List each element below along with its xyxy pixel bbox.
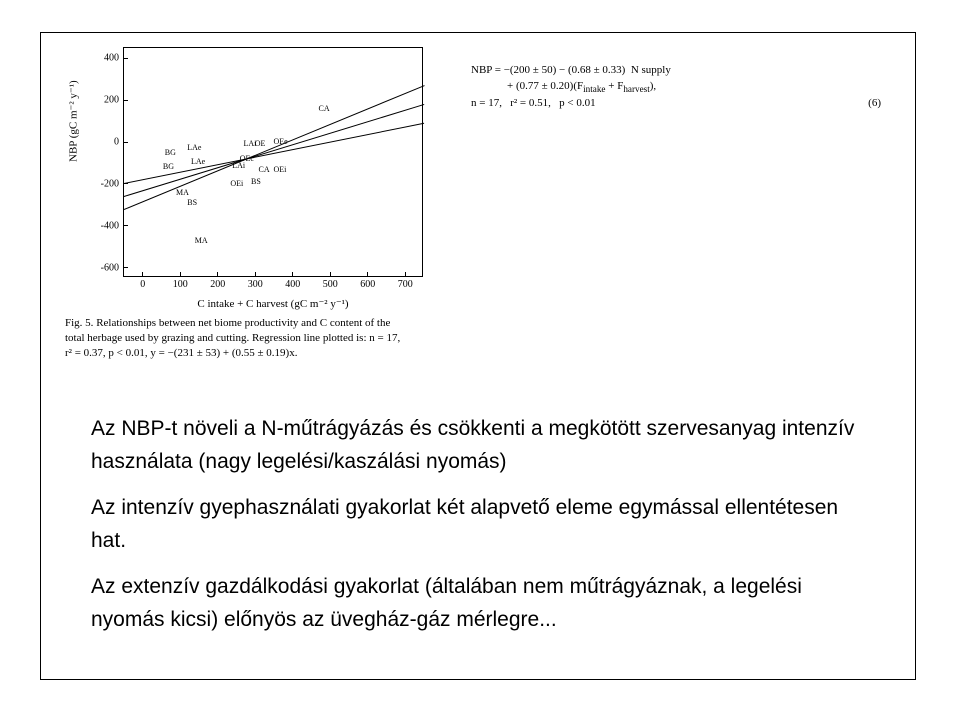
body-para-3: Az extenzív gazdálkodási gyakorlat (álta… <box>91 571 871 636</box>
x-tick-label: 400 <box>285 276 300 290</box>
x-tick-mark <box>180 272 181 276</box>
data-point-label: MA <box>195 236 208 245</box>
x-tick-mark <box>330 272 331 276</box>
y-tick-label: -600 <box>101 262 124 273</box>
eq-line2a: + (0.77 ± 0.20)(F <box>507 80 583 92</box>
y-axis-label: NBP (gC m⁻² y⁻¹) <box>67 80 80 162</box>
x-tick-label: 600 <box>360 276 375 290</box>
x-tick-mark <box>217 272 218 276</box>
data-point-label: LAi <box>232 161 245 170</box>
data-point-label: OEi <box>230 179 243 188</box>
eq-line2c: ), <box>650 80 656 92</box>
y-tick-mark <box>124 58 128 59</box>
data-point-label: CA <box>259 165 270 174</box>
caption-line2: total herbage used by grazing and cuttin… <box>65 332 400 344</box>
slide-frame: NBP (gC m⁻² y⁻¹) -600-400-20002004000100… <box>40 32 916 680</box>
data-point-label: BG <box>163 162 174 171</box>
x-tick-label: 300 <box>248 276 263 290</box>
data-point-label: LAe <box>191 157 205 166</box>
figure-5: NBP (gC m⁻² y⁻¹) -600-400-20002004000100… <box>65 47 445 361</box>
x-tick-label: 0 <box>140 276 145 290</box>
body-para-1: Az NBP-t növeli a N-műtrágyázás és csökk… <box>91 413 871 478</box>
data-point-label: LAe <box>187 143 201 152</box>
y-tick-mark <box>124 225 128 226</box>
data-point-label: BG <box>165 148 176 157</box>
caption-fig-label: Fig. 5. <box>65 317 93 329</box>
x-tick-mark <box>367 272 368 276</box>
data-point-label: CA <box>319 104 330 113</box>
y-tick-label: -400 <box>101 220 124 231</box>
x-tick-label: 700 <box>398 276 413 290</box>
equation-number: (6) <box>848 96 881 112</box>
y-tick-mark <box>124 100 128 101</box>
data-point-label: OEe <box>274 137 288 146</box>
eq-line3: n = 17, r² = 0.51, p < 0.01 <box>471 96 596 112</box>
plot-area: -600-400-2000200400010020030040050060070… <box>123 47 423 277</box>
data-point-label: BS <box>251 177 261 186</box>
eq-line2b: + F <box>605 80 623 92</box>
y-tick-mark <box>124 183 128 184</box>
x-tick-mark <box>255 272 256 276</box>
eq-line1: NBP = −(200 ± 50) − (0.68 ± 0.33) N supp… <box>471 63 671 79</box>
eq-sub2: harvest <box>623 84 649 94</box>
y-tick-label: 200 <box>104 95 124 106</box>
caption-line1: Relationships between net biome producti… <box>96 317 390 329</box>
y-tick-mark <box>124 267 128 268</box>
data-point-label: OEi <box>274 165 287 174</box>
y-tick-label: 0 <box>114 137 124 148</box>
data-point-label: OE <box>255 139 266 148</box>
x-tick-label: 500 <box>323 276 338 290</box>
x-tick-mark <box>405 272 406 276</box>
x-tick-mark <box>292 272 293 276</box>
plot-border: -600-400-2000200400010020030040050060070… <box>123 47 423 277</box>
y-tick-label: 400 <box>104 53 124 64</box>
body-text: Az NBP-t növeli a N-műtrágyázás és csökk… <box>91 413 871 650</box>
x-tick-label: 200 <box>210 276 225 290</box>
body-para-2: Az intenzív gyephasználati gyakorlat két… <box>91 492 871 557</box>
data-point-label: BS <box>187 198 197 207</box>
equation-6: NBP = −(200 ± 50) − (0.68 ± 0.33) N supp… <box>471 63 881 112</box>
caption-line3: r² = 0.37, p < 0.01, y = −(231 ± 53) + (… <box>65 347 297 359</box>
x-tick-label: 100 <box>173 276 188 290</box>
figure-caption: Fig. 5. Relationships between net biome … <box>65 316 445 361</box>
eq-sub1: intake <box>583 84 605 94</box>
x-axis-label: C intake + C harvest (gC m⁻² y⁻¹) <box>123 297 423 310</box>
y-tick-mark <box>124 142 128 143</box>
data-point-label: MA <box>176 188 189 197</box>
y-tick-label: -200 <box>101 178 124 189</box>
x-tick-mark <box>142 272 143 276</box>
